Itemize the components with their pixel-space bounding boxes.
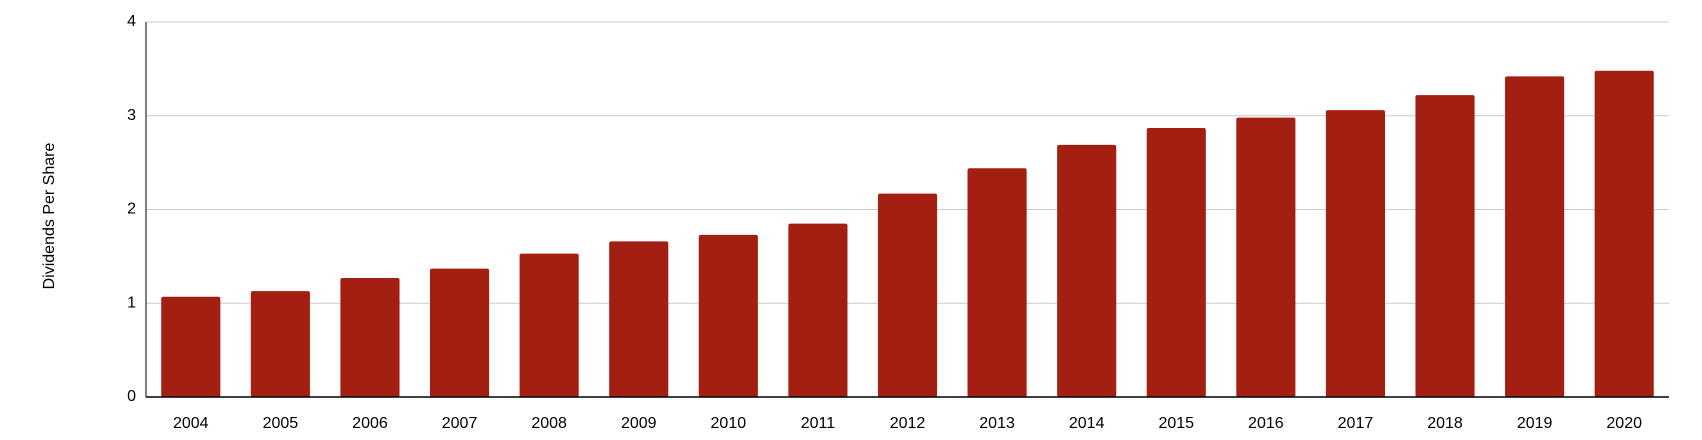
x-tick-label: 2018 <box>1427 415 1463 432</box>
bar <box>967 168 1027 397</box>
x-tick-label: 2010 <box>711 415 747 432</box>
bar <box>1415 95 1475 397</box>
bar <box>1505 76 1565 397</box>
x-tick-label: 2007 <box>442 415 478 432</box>
x-tick-label: 2016 <box>1248 415 1284 432</box>
y-tick-label: 1 <box>127 294 136 311</box>
x-tick-label: 2008 <box>531 415 567 432</box>
x-tick-label: 2011 <box>801 415 836 432</box>
bar <box>429 268 490 397</box>
x-tick-label: 2015 <box>1158 415 1194 432</box>
bar <box>1057 144 1117 397</box>
x-tick-label: 2006 <box>352 415 388 432</box>
x-tick-label: 2004 <box>173 415 209 432</box>
bar <box>161 296 221 397</box>
x-tick-label: 2005 <box>263 415 299 432</box>
x-tick-label: 2012 <box>890 415 926 432</box>
bar <box>340 277 400 397</box>
y-tick-label: 0 <box>127 388 136 405</box>
x-tick-label: 2017 <box>1338 415 1374 432</box>
x-tick-label: 2019 <box>1517 415 1553 432</box>
bar <box>1325 110 1386 397</box>
bar <box>250 291 310 397</box>
x-tick-label: 2009 <box>621 415 657 432</box>
bar <box>1594 70 1654 397</box>
x-tick-label: 2020 <box>1606 415 1642 432</box>
bar <box>609 241 669 397</box>
bar <box>698 234 758 397</box>
x-tick-label: 2013 <box>979 415 1015 432</box>
y-tick-label: 4 <box>127 13 136 30</box>
bar <box>519 253 579 397</box>
x-tick-label: 2014 <box>1069 415 1105 432</box>
bar <box>1236 117 1296 397</box>
bar <box>877 193 938 397</box>
bar <box>788 223 848 397</box>
y-tick-label: 3 <box>127 107 136 124</box>
bar <box>1146 127 1206 397</box>
y-tick-label: 2 <box>127 201 136 218</box>
y-axis-label: Dividends Per Share <box>41 143 58 290</box>
